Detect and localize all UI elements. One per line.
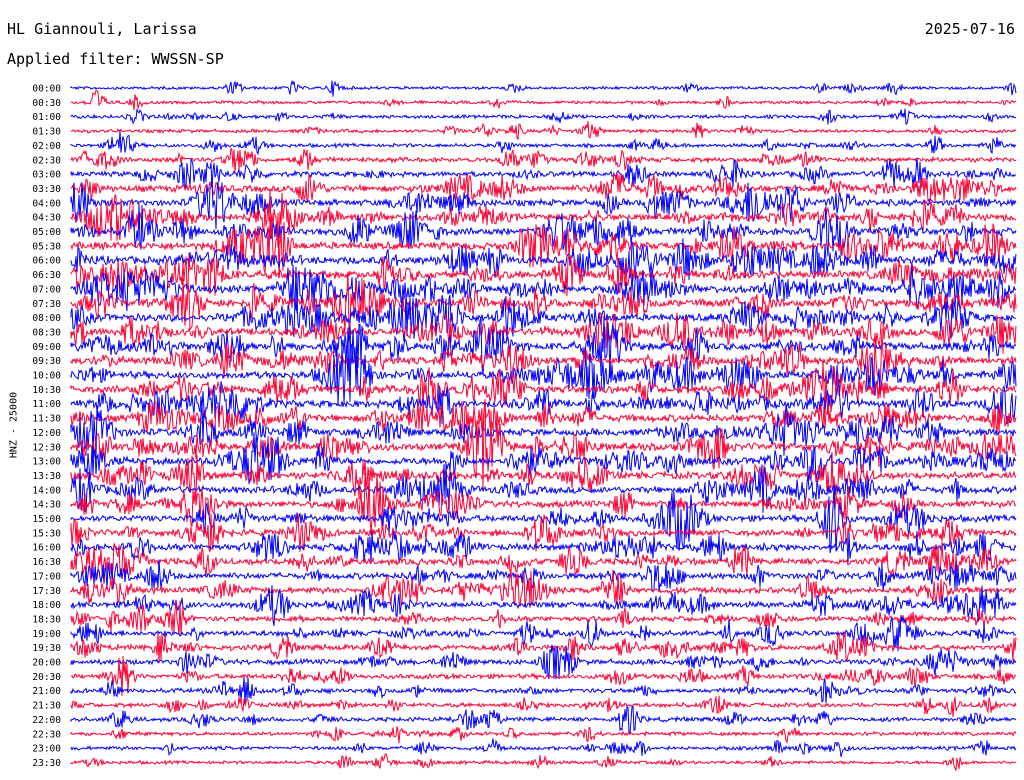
trace-time-label: 05:00: [32, 227, 61, 238]
trace-time-label: 13:00: [32, 457, 61, 468]
trace-time-label: 04:30: [32, 213, 61, 224]
seismic-trace: [70, 328, 1017, 391]
seismic-trace: [70, 644, 1017, 680]
trace-time-label: 10:30: [32, 385, 61, 396]
trace-time-label: 06:00: [32, 256, 61, 267]
seismic-trace: [70, 462, 1017, 513]
trace-time-label: 11:30: [32, 414, 61, 425]
seismic-trace: [70, 272, 1017, 331]
seismic-trace: [70, 569, 1017, 608]
seismic-trace: [70, 176, 1017, 230]
trace-time-label: 17:00: [32, 571, 61, 582]
trace-time-label: 10:00: [32, 371, 61, 382]
trace-time-label: 20:30: [32, 672, 61, 683]
trace-time-label: 19:00: [32, 629, 61, 640]
seismic-trace: [70, 147, 1017, 173]
trace-time-label: 03:30: [32, 184, 61, 195]
trace-time-label: 06:30: [32, 270, 61, 281]
trace-time-label: 04:00: [32, 198, 61, 209]
trace-time-label: 11:00: [32, 399, 61, 410]
seismic-trace: [70, 399, 1017, 436]
trace-time-label: 08:30: [32, 327, 61, 338]
trace-time-label: 16:00: [32, 543, 61, 554]
seismic-trace: [70, 264, 1017, 314]
seismic-trace: [70, 404, 1017, 460]
trace-time-label: 16:30: [32, 557, 61, 568]
seismic-trace: [70, 399, 1017, 491]
seismic-trace: [70, 171, 1017, 205]
trace-time-label: 07:30: [32, 299, 61, 310]
seismic-trace: [70, 292, 1017, 342]
seismic-trace: [70, 341, 1017, 406]
trace-time-label: 22:00: [32, 715, 61, 726]
trace-time-label: 14:00: [32, 485, 61, 496]
trace-time-label: 14:30: [32, 500, 61, 511]
seismic-trace: [70, 108, 1017, 125]
trace-time-label: 23:00: [32, 744, 61, 755]
trace-time-label: 12:30: [32, 442, 61, 453]
trace-time-label: 18:00: [32, 600, 61, 611]
seismic-trace: [70, 79, 1017, 97]
trace-time-label: 22:30: [32, 729, 61, 740]
seismic-trace: [70, 585, 1017, 626]
seismic-trace: [70, 238, 1017, 280]
trace-time-label: 15:30: [32, 528, 61, 539]
seismic-trace: [70, 695, 1017, 718]
trace-time-label: 03:00: [32, 170, 61, 181]
seismic-trace: [70, 615, 1017, 652]
seismic-trace: [70, 311, 1017, 354]
seismic-trace: [70, 513, 1017, 553]
trace-time-label: 00:30: [32, 98, 61, 109]
trace-time-label: 21:00: [32, 686, 61, 697]
applied-filter-label: Applied filter: WWSSN-SP: [7, 50, 224, 68]
record-date: 2025-07-16: [924, 20, 1015, 38]
trace-time-label: 05:30: [32, 241, 61, 252]
trace-time-label: 23:30: [32, 758, 61, 769]
seismic-trace: [70, 541, 1017, 581]
trace-time-label: 20:00: [32, 658, 61, 669]
seismic-trace: [70, 121, 1017, 141]
seismic-trace: [70, 469, 1017, 535]
trace-time-label: 08:00: [32, 313, 61, 324]
trace-time-label: 13:30: [32, 471, 61, 482]
trace-time-label: 17:30: [32, 586, 61, 597]
seismic-trace: [70, 705, 1017, 734]
seismic-trace: [70, 130, 1017, 156]
seismic-trace: [70, 559, 1017, 593]
trace-time-label: 02:30: [32, 155, 61, 166]
trace-time-label: 01:00: [32, 112, 61, 123]
seismic-trace: [70, 676, 1017, 706]
seismic-trace: [70, 189, 1017, 248]
station-title: HL Giannouli, Larissa: [7, 20, 197, 38]
trace-time-label: 07:00: [32, 284, 61, 295]
seismic-trace: [70, 738, 1017, 758]
trace-time-label: 09:00: [32, 342, 61, 353]
trace-time-label: 02:00: [32, 141, 61, 152]
seismic-trace: [70, 252, 1017, 297]
seismic-trace: [70, 655, 1016, 696]
trace-time-label: 12:00: [32, 428, 61, 439]
trace-time-label: 01:30: [32, 127, 61, 138]
trace-time-label: 21:30: [32, 701, 61, 712]
trace-time-label: 00:00: [32, 84, 61, 95]
seismic-trace: [70, 212, 1017, 277]
seismic-trace: [70, 530, 1017, 564]
trace-time-label: 15:00: [32, 514, 61, 525]
seismic-trace: [70, 203, 1017, 257]
seismic-trace: [70, 316, 1017, 378]
seismic-trace: [70, 432, 1017, 485]
seismic-trace: [70, 726, 1017, 745]
seismic-trace: [70, 90, 1016, 111]
trace-time-label: 09:30: [32, 356, 61, 367]
seismic-trace: [70, 484, 1017, 554]
seismic-trace: [70, 630, 1017, 664]
seismic-trace: [70, 361, 1017, 416]
trace-time-label: 18:30: [32, 614, 61, 625]
trace-time-label: 19:30: [32, 643, 61, 654]
seismic-trace: [70, 752, 1017, 771]
seismic-trace: [70, 157, 1017, 189]
seismic-trace: [70, 600, 1017, 637]
